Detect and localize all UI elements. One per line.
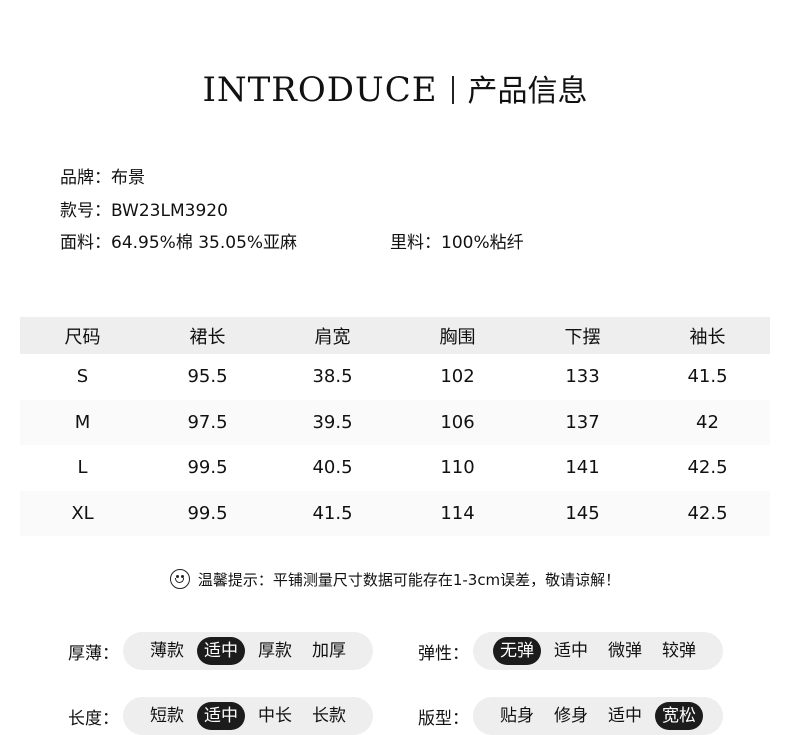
attribute-option: 薄款 <box>150 641 184 661</box>
measurement-tip: 温馨提示：平铺测量尺寸数据可能存在1-3cm误差，敬请谅解！ <box>0 569 790 590</box>
attribute-option: 长款 <box>312 706 346 726</box>
table-cell: 97.5 <box>145 399 270 445</box>
table-cell: 42.5 <box>687 457 728 479</box>
table-cell: 95.5 <box>187 366 228 388</box>
title-divider <box>451 76 454 104</box>
attribute-option: 短款 <box>150 706 184 726</box>
attribute-row: 厚薄： 薄款 适中 厚款 加厚 <box>68 632 373 670</box>
table-cell: L <box>77 457 88 479</box>
table-cell: 110 <box>440 457 475 479</box>
table-cell: S <box>76 366 89 388</box>
table-header: 胸围 <box>395 317 520 354</box>
table-cell: M <box>20 399 145 445</box>
table-cell: 133 <box>565 366 600 388</box>
fabric-line: 面料：64.95%棉 35.05%亚麻 <box>60 233 298 253</box>
table-row: S 95.5 38.5 102 133 41.5 <box>20 354 770 400</box>
table-cell: XL <box>20 490 145 536</box>
attribute-option: 适中 <box>554 641 588 661</box>
attribute-label: 弹性： <box>418 643 469 664</box>
attribute-options: 无弹 适中 微弹 较弹 <box>473 632 723 670</box>
page-title: INTRODUCE 产品信息 <box>0 66 790 110</box>
table-row: XL 99.5 41.5 114 145 42.5 <box>20 490 770 536</box>
table-header: 裙长 <box>145 317 270 354</box>
style-number-line: 款号：BW23LM3920 <box>60 201 228 221</box>
table-cell: 40.5 <box>312 457 353 479</box>
table-header: 下摆 <box>520 317 645 354</box>
smile-icon <box>169 569 190 589</box>
lining-line: 里料：100%粘纤 <box>390 233 524 253</box>
table-header: 袖长 <box>645 317 770 354</box>
table-cell: 145 <box>520 490 645 536</box>
table-cell: 38.5 <box>312 366 353 388</box>
attribute-row: 版型： 贴身 修身 适中 宽松 <box>418 697 723 735</box>
title-cn: 产品信息 <box>467 74 588 109</box>
table-cell: 114 <box>395 490 520 536</box>
table-header: 肩宽 <box>270 317 395 354</box>
attribute-label: 厚薄： <box>68 643 119 664</box>
brand-line: 品牌：布景 <box>60 168 145 188</box>
table-row: M 97.5 39.5 106 137 42 <box>20 399 770 445</box>
attribute-label: 版型： <box>418 708 469 729</box>
table-cell: 39.5 <box>270 399 395 445</box>
attribute-option: 加厚 <box>312 641 346 661</box>
attribute-option: 贴身 <box>500 706 534 726</box>
table-cell: 102 <box>440 366 475 388</box>
attribute-option: 厚款 <box>258 641 292 661</box>
attribute-option: 修身 <box>554 706 588 726</box>
attribute-option-selected: 无弹 <box>493 637 541 665</box>
attribute-row: 长度： 短款 适中 中长 长款 <box>68 697 373 735</box>
attribute-option-selected: 宽松 <box>655 702 703 730</box>
tip-text: 温馨提示：平铺测量尺寸数据可能存在1-3cm误差，敬请谅解！ <box>197 571 621 589</box>
attribute-label: 长度： <box>68 708 119 729</box>
attribute-option: 适中 <box>608 706 642 726</box>
table-header-row: 尺码 裙长 肩宽 胸围 下摆 袖长 <box>20 317 770 354</box>
attribute-option: 中长 <box>258 706 292 726</box>
attribute-options: 贴身 修身 适中 宽松 <box>473 697 723 735</box>
table-cell: 137 <box>520 399 645 445</box>
table-cell: 99.5 <box>187 457 228 479</box>
attribute-options: 薄款 适中 厚款 加厚 <box>123 632 373 670</box>
attribute-option-selected: 适中 <box>197 702 245 730</box>
size-table: 尺码 裙长 肩宽 胸围 下摆 袖长 S 95.5 38.5 102 133 41.5 M 97… <box>20 317 770 536</box>
table-cell: 41.5 <box>270 490 395 536</box>
table-row: L 99.5 40.5 110 141 42.5 <box>20 445 770 491</box>
table-cell: 42.5 <box>645 490 770 536</box>
attribute-row: 弹性： 无弹 适中 微弹 较弹 <box>418 632 723 670</box>
table-cell: 106 <box>395 399 520 445</box>
attribute-options: 短款 适中 中长 长款 <box>123 697 373 735</box>
attribute-option: 较弹 <box>662 641 696 661</box>
table-cell: 99.5 <box>145 490 270 536</box>
table-cell: 141 <box>565 457 600 479</box>
attribute-option-selected: 适中 <box>197 637 245 665</box>
attribute-option: 微弹 <box>608 641 642 661</box>
table-cell: 42 <box>645 399 770 445</box>
title-en: INTRODUCE <box>202 70 438 110</box>
table-cell: 41.5 <box>687 366 728 388</box>
table-header: 尺码 <box>20 317 145 354</box>
